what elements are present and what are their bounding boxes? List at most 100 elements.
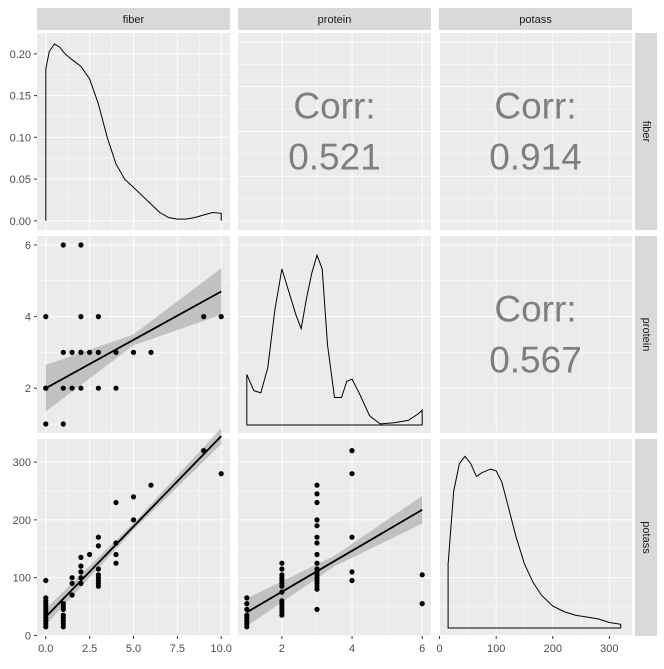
panel-grid-fiber-protein — [238, 33, 431, 230]
strip-right-protein — [635, 236, 657, 433]
data-point — [60, 624, 66, 630]
data-point — [95, 566, 101, 572]
data-point — [314, 540, 320, 546]
data-point — [349, 471, 355, 477]
tick-label-x: 7.5 — [170, 643, 185, 655]
data-point — [78, 242, 84, 248]
tick-label-y: 300 — [13, 457, 31, 469]
data-point — [244, 601, 250, 607]
panel-grid-fiber-potass — [439, 33, 632, 230]
tick-label-x: 2 — [279, 643, 285, 655]
density-curve-protein — [246, 253, 423, 426]
data-point — [60, 603, 66, 610]
data-point — [78, 563, 84, 569]
data-point — [43, 577, 49, 584]
data-point — [419, 601, 425, 607]
strip-right-fiber — [635, 33, 657, 230]
data-point — [113, 560, 119, 566]
panel-grid-protein-fiber — [37, 236, 230, 433]
tick-label-x: 10.0 — [211, 643, 232, 655]
data-point — [113, 551, 119, 558]
tick-label-y: 0.20 — [10, 49, 31, 61]
data-point — [314, 491, 320, 497]
strip-top-label-protein: protein — [318, 14, 352, 26]
tick-label-y: 100 — [13, 573, 31, 585]
data-point — [349, 577, 355, 584]
data-point — [78, 349, 84, 355]
data-point — [244, 624, 250, 630]
density-curve-potass — [447, 455, 622, 629]
data-point — [113, 499, 119, 506]
panel-protein-potass — [439, 236, 632, 433]
data-point — [130, 517, 137, 523]
corr-label-protein_potass: Corr: — [494, 289, 576, 330]
tick-label-y: 200 — [13, 515, 31, 527]
data-point — [349, 569, 355, 575]
strip-right-label-potass: potass — [640, 521, 652, 554]
points-fiber_potass — [43, 448, 224, 630]
data-point — [279, 612, 285, 618]
corr-label-fiber_potass: Corr: — [494, 86, 576, 127]
tick-label-y: 6 — [25, 240, 31, 252]
tick-label-x: 200 — [544, 643, 562, 655]
panel-protein-protein — [238, 236, 431, 433]
data-point — [69, 385, 75, 391]
regression-line-protein_potass — [246, 508, 423, 614]
strip-top-label-potass: potass — [519, 14, 552, 26]
data-point — [78, 554, 84, 561]
data-point — [43, 314, 49, 320]
data-point — [95, 385, 101, 391]
data-point — [87, 551, 93, 558]
data-point — [279, 560, 285, 566]
tick-label-y: 0.10 — [10, 132, 31, 144]
tick-label-y: 0 — [25, 630, 31, 642]
regression-line-fiber_protein — [45, 290, 222, 390]
regression-line-fiber_potass — [45, 435, 222, 618]
corr-value-protein_potass: 0.567 — [489, 340, 582, 381]
data-point — [244, 595, 250, 601]
data-point — [69, 592, 75, 598]
data-point — [314, 560, 320, 566]
data-point — [148, 482, 154, 488]
strip-top-label-fiber: fiber — [123, 14, 145, 26]
data-point — [279, 583, 285, 589]
data-point — [43, 624, 49, 630]
data-point — [69, 349, 75, 355]
strip-top-fiber — [37, 8, 230, 30]
data-point — [60, 242, 66, 248]
data-point — [130, 494, 137, 500]
data-point — [201, 314, 207, 320]
tick-label-y: 0.00 — [10, 216, 31, 228]
data-point — [314, 499, 320, 506]
data-point — [314, 517, 320, 523]
corr-label-fiber_protein: Corr: — [293, 86, 375, 127]
data-point — [148, 349, 154, 355]
tick-label-x: 5.0 — [126, 643, 141, 655]
points-protein_potass — [244, 448, 425, 630]
data-point — [69, 580, 75, 587]
data-point — [87, 349, 93, 355]
data-point — [78, 569, 84, 575]
tick-label-x: 6 — [419, 643, 425, 655]
tick-label-y: 0.15 — [10, 91, 31, 103]
tick-label-x: 0 — [437, 643, 443, 655]
strip-right-label-fiber: fiber — [640, 121, 652, 143]
tick-label-y: 0.05 — [10, 174, 31, 186]
corr-value-fiber_potass: 0.914 — [489, 137, 582, 178]
data-point — [69, 575, 75, 581]
strip-right-label-protein: protein — [640, 318, 652, 352]
data-point — [314, 534, 320, 540]
panel-grid-potass-potass — [439, 439, 632, 636]
data-point — [349, 448, 355, 454]
data-point — [218, 471, 224, 477]
density-curve-fiber — [45, 43, 222, 221]
data-point — [419, 572, 425, 578]
panel-potass-potass — [439, 439, 632, 636]
panel-grid-protein-protein — [238, 236, 431, 433]
data-point — [314, 523, 320, 529]
panel-grid-fiber-fiber — [37, 33, 230, 230]
data-point — [78, 314, 84, 320]
data-point — [60, 385, 66, 391]
data-point — [279, 566, 285, 572]
